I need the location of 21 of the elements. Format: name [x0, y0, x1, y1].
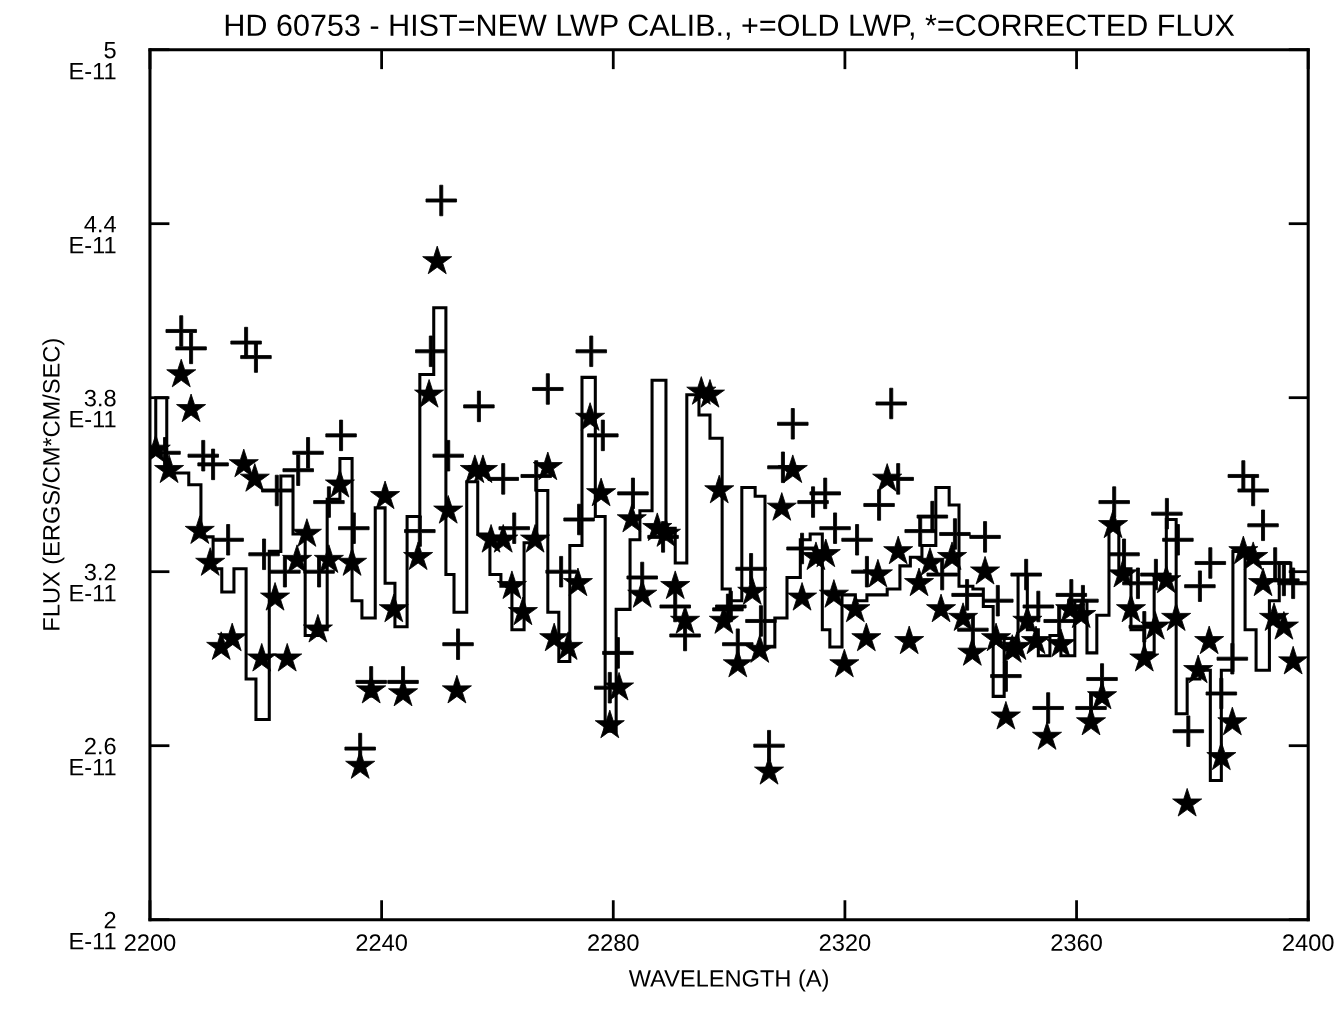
text: E-11	[70, 411, 116, 428]
x-tick-label: 2360	[1051, 934, 1102, 951]
text: E-11	[70, 63, 116, 80]
y-tick-label: 3.2	[84, 563, 116, 581]
text: E-11	[70, 585, 116, 602]
x-axis-title: WAVELENGTH (A)	[628, 969, 828, 992]
y-axis-title: FLUX (ERGS/CM*CM/SEC)	[42, 339, 65, 630]
text: E-11	[70, 933, 116, 950]
y-tick-label: 2.6	[85, 737, 116, 755]
x-tick-label: 2320	[819, 934, 871, 951]
chart-title: HD 60753 - HIST=NEW LWP CALIB., +=OLD LWP, *=CORRECTED FLUX	[225, 14, 1235, 40]
x-tick-label: 2240	[356, 934, 407, 951]
x-tick-label: 2400	[1283, 934, 1334, 951]
x-tick-label: 2200	[124, 934, 176, 951]
y-tick-label: 3.8	[84, 389, 116, 407]
text: E-11	[70, 237, 116, 254]
y-tick-label: 4.4	[84, 216, 116, 233]
x-tick-label: 2280	[588, 934, 639, 951]
y-tick-label: 5	[104, 42, 116, 59]
y-tick-label: 2	[104, 911, 116, 929]
text: E-11	[70, 759, 116, 776]
